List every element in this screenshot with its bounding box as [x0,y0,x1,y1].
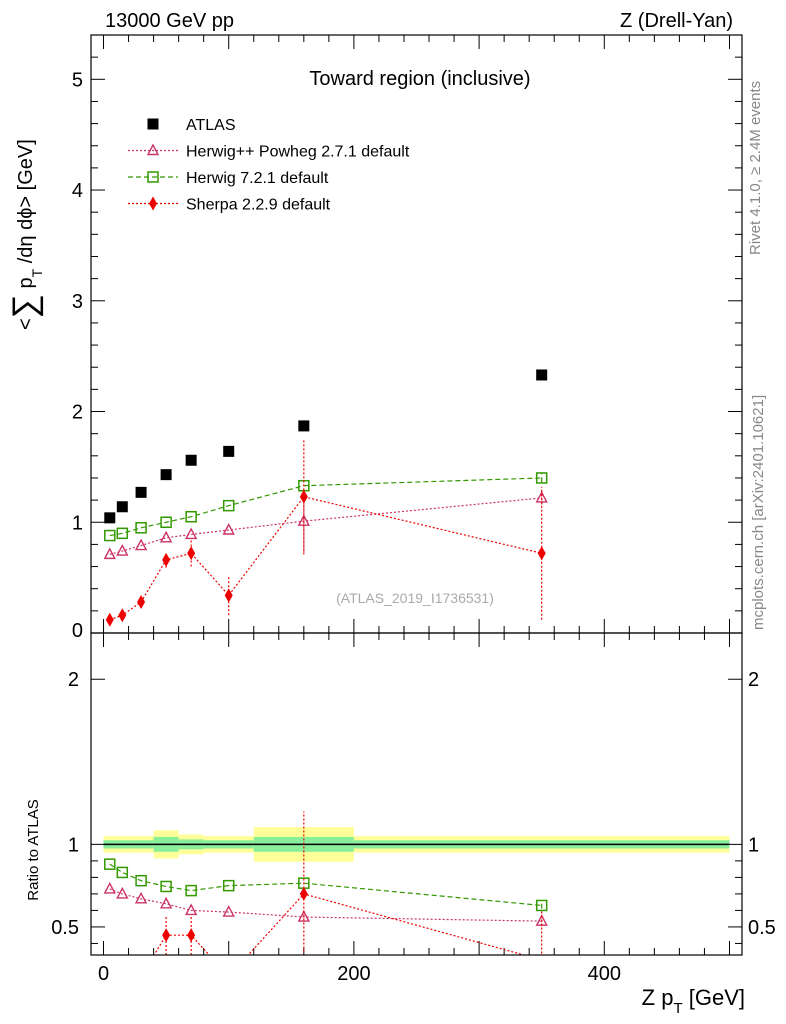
series-2 [104,858,548,912]
legend-label: Herwig 7.2.1 default [186,170,329,187]
rivet-version-label: Rivet 4.1.0, ≥ 2.4M events [747,81,764,255]
ratio-tick-label: 0.5 [51,917,79,939]
mcplots-label: mcplots.cern.ch [arXiv:2401.10621] [750,395,767,630]
y-tick-label: 2 [72,402,83,424]
data-point [298,420,310,432]
data-point [116,544,129,556]
series-3 [105,439,546,627]
series-line [153,893,527,955]
analysis-watermark: (ATLAS_2019_I1736531) [336,590,494,606]
data-point [536,369,548,381]
data-point [135,874,147,887]
x-tick-label: 200 [337,963,370,985]
header-left: 13000 GeV pp [105,10,234,32]
data-point [159,530,173,543]
data-point [299,489,308,504]
data-point [160,880,172,893]
legend: ATLAS Herwig++ Powheg 2.7.1 default Herwig… [128,117,410,214]
legend-label: Sherpa 2.2.9 default [186,197,331,214]
ratio-tick-label-right: 0.5 [748,917,776,939]
series-line [109,888,542,922]
data-point [116,866,129,879]
series-line [109,496,542,621]
svg-text:<∑ pT /dη dϕ> [GeV]: <∑ pT /dη dϕ> [GeV] [6,139,45,330]
data-point [537,546,546,561]
data-point [160,516,172,529]
data-point [116,501,128,513]
series-1 [103,881,548,927]
ratio-tick-label-right: 1 [748,834,759,856]
y-tick-label: 3 [72,291,83,313]
legend-marker [147,171,159,183]
x-tick-label: 400 [588,963,621,985]
data-point [134,538,148,551]
ratio-plot-frame [90,632,743,956]
data-point [104,529,116,542]
ratio-tick-label: 1 [68,834,79,856]
plot-title: Toward region (inclusive) [309,68,530,90]
data-point [535,899,548,912]
data-point [159,896,173,909]
data-point [187,546,196,561]
data-point [118,608,127,623]
data-point [137,594,146,609]
ratio-axis-label: Ratio to ATLAS [25,799,42,900]
header-right: Z (Drell-Yan) [620,10,733,32]
data-point [222,879,235,892]
y-tick-label: 5 [72,69,83,91]
y-tick-label: 1 [72,512,83,534]
series-line [109,497,542,555]
data-point [134,891,148,904]
data-point [299,886,308,901]
data-point [187,928,196,943]
series-1 [103,490,548,560]
y-tick-label: 4 [72,180,83,202]
data-point [224,588,233,603]
legend-marker [147,118,159,130]
series-line [109,863,542,907]
series-3 [153,811,543,955]
y-tick-label: 0 [72,620,83,642]
data-point [185,454,197,466]
data-point [135,522,147,534]
x-axis-label: Z pT [GeV] [642,985,745,1017]
data-point [185,510,197,523]
x-tick-label: 0 [98,963,109,985]
data-point [104,858,116,870]
data-point [162,552,171,567]
data-point [184,527,198,540]
data-point [223,445,235,457]
data-point [160,469,172,481]
series-line [109,477,542,537]
svg-text:Z pT [GeV]: Z pT [GeV] [642,985,745,1017]
data-point [116,886,129,899]
legend-label: ATLAS [186,117,236,134]
data-point [222,905,235,917]
data-point [105,612,114,627]
data-point [103,881,116,894]
data-point [116,527,129,540]
data-point [222,499,235,512]
legend-marker [146,143,160,156]
data-point [103,547,116,560]
data-point [104,512,116,524]
data-point [535,472,548,484]
ratio-tick-label-right: 2 [748,669,759,691]
legend-marker [149,196,157,211]
data-point [162,928,171,943]
data-point [185,884,197,897]
series-2 [104,472,548,542]
data-point [297,910,310,922]
data-point [135,486,147,498]
series-0 [104,369,548,524]
data-point [184,903,198,916]
y-axis-label: <∑ pT /dη dϕ> [GeV] [6,139,45,330]
data-point [222,523,235,535]
ratio-tick-label: 2 [68,669,79,691]
legend-label: Herwig++ Powheg 2.7.1 default [186,144,410,161]
